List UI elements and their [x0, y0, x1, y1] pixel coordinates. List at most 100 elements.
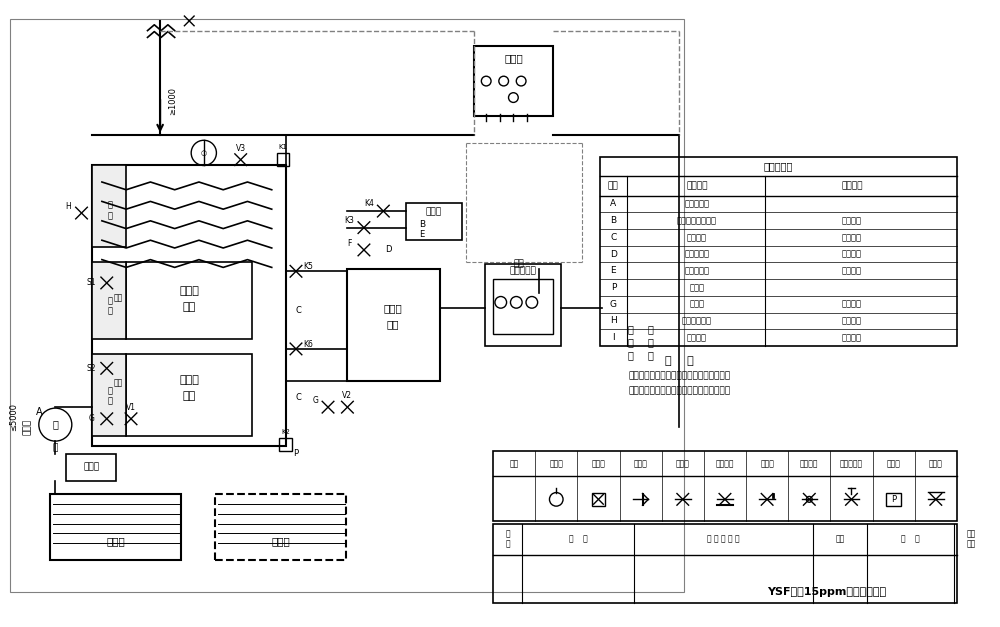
- Text: 滤芯: 滤芯: [183, 302, 196, 312]
- Text: 气动三通阀: 气动三通阀: [840, 459, 863, 468]
- Text: 压力表: 压力表: [549, 459, 563, 468]
- Text: 泵后的截止阀可以作为设备注入清水时用。: 泵后的截止阀可以作为设备注入清水时用。: [628, 386, 730, 395]
- Text: 安全阀: 安全阀: [760, 459, 774, 468]
- Text: 泵样口: 泵样口: [689, 283, 704, 292]
- Text: C: C: [296, 305, 302, 315]
- Bar: [493, 524, 957, 603]
- Text: B: B: [610, 216, 616, 225]
- Text: 排气阀: 排气阀: [929, 459, 943, 468]
- Bar: [592, 493, 605, 506]
- Text: 泵: 泵: [53, 443, 58, 453]
- Text: H: H: [610, 317, 617, 325]
- Text: C: C: [610, 233, 616, 242]
- Bar: [10, 19, 684, 591]
- Text: 滤: 滤: [107, 386, 112, 395]
- Text: K6: K6: [304, 340, 314, 349]
- Text: V3: V3: [236, 144, 246, 152]
- Bar: [92, 164, 126, 247]
- Text: 粗粒化: 粗粒化: [179, 375, 199, 385]
- Text: I: I: [612, 333, 615, 342]
- Text: 名称: 名称: [509, 459, 519, 468]
- Text: ≤5000: ≤5000: [9, 403, 18, 431]
- Text: 清水: 清水: [514, 259, 525, 268]
- Bar: [493, 451, 957, 520]
- Text: A: A: [36, 407, 42, 417]
- Text: E: E: [420, 230, 425, 239]
- Text: 法兰联装: 法兰联装: [842, 233, 862, 242]
- Text: B: B: [419, 220, 425, 229]
- Text: E: E: [611, 266, 616, 275]
- Text: 三通球阀: 三通球阀: [800, 459, 819, 468]
- Text: G: G: [312, 396, 318, 405]
- Text: 安全阀放液口: 安全阀放液口: [682, 317, 712, 325]
- Text: K3: K3: [344, 216, 354, 225]
- Bar: [493, 279, 553, 334]
- Text: 底: 底: [647, 350, 653, 360]
- Text: 处理后合格水排放: 处理后合格水排放: [677, 216, 717, 225]
- Text: 卡套联装: 卡套联装: [842, 333, 862, 342]
- Text: 即能底水口: 即能底水口: [684, 266, 709, 275]
- Text: K4: K4: [364, 199, 374, 208]
- Text: 法兰联装: 法兰联装: [842, 216, 862, 225]
- Text: 单件
重量: 单件 重量: [966, 529, 976, 549]
- Bar: [279, 438, 292, 451]
- Text: 塞: 塞: [107, 397, 112, 406]
- Text: 塞: 塞: [107, 211, 112, 221]
- Text: 螺纹联装: 螺纹联装: [842, 317, 862, 325]
- Text: YSF系列15ppm舱底水分离器: YSF系列15ppm舱底水分离器: [767, 586, 887, 596]
- Text: P: P: [611, 283, 616, 292]
- Bar: [92, 164, 286, 446]
- Text: 截止阀: 截止阀: [676, 459, 690, 468]
- Text: 粗粒化: 粗粒化: [179, 286, 199, 296]
- Bar: [215, 495, 346, 561]
- Text: 序
号: 序 号: [505, 529, 510, 549]
- Text: 污油箱: 污油箱: [271, 536, 290, 546]
- Text: 材    料: 材 料: [901, 535, 920, 544]
- Text: S1: S1: [86, 278, 96, 287]
- Text: K5: K5: [304, 262, 314, 271]
- Text: 舱: 舱: [647, 337, 653, 347]
- Bar: [886, 493, 901, 506]
- Text: G: G: [610, 300, 617, 308]
- Bar: [50, 495, 181, 561]
- Text: 法兰联装: 法兰联装: [842, 300, 862, 308]
- Text: A: A: [610, 199, 616, 208]
- Bar: [92, 261, 126, 339]
- Text: 污油出口: 污油出口: [687, 233, 707, 242]
- Text: 法兰联装: 法兰联装: [842, 266, 862, 275]
- Text: 观察窗: 观察窗: [426, 208, 442, 216]
- Text: 联结型式: 联结型式: [841, 181, 863, 191]
- Bar: [474, 46, 553, 116]
- Text: G: G: [88, 414, 94, 423]
- Bar: [126, 354, 252, 436]
- Text: 设备外连线部分都分由船厂（置方）自备，: 设备外连线部分都分由船厂（置方）自备，: [628, 372, 730, 381]
- Text: 管务名称: 管务名称: [686, 181, 708, 191]
- Bar: [277, 153, 289, 166]
- Text: C: C: [296, 393, 302, 402]
- Text: 滤塞: 滤塞: [114, 293, 123, 302]
- Bar: [406, 203, 462, 240]
- Text: 滤芯: 滤芯: [183, 391, 196, 401]
- Text: 放液口: 放液口: [689, 300, 704, 308]
- Text: 清水入口: 清水入口: [687, 333, 707, 342]
- Text: ○: ○: [201, 150, 207, 156]
- Text: 过滤器: 过滤器: [83, 463, 99, 472]
- Text: 槽过滤: 槽过滤: [384, 303, 402, 313]
- Text: 图    号: 图 号: [569, 535, 587, 544]
- Text: 底: 底: [628, 350, 634, 360]
- Text: S2: S2: [86, 364, 96, 373]
- Text: V2: V2: [342, 391, 352, 400]
- Text: D: D: [385, 245, 391, 255]
- Text: 电磁阀: 电磁阀: [591, 459, 605, 468]
- Text: ≥1000: ≥1000: [168, 87, 177, 115]
- Text: 泵: 泵: [52, 419, 58, 429]
- Text: 即能底水口: 即能底水口: [684, 250, 709, 258]
- Text: D: D: [610, 250, 617, 258]
- Text: 滤: 滤: [107, 296, 112, 305]
- Text: 组件: 组件: [387, 319, 399, 329]
- Text: 回: 回: [628, 325, 634, 335]
- Text: 数量: 数量: [835, 535, 845, 544]
- Text: 油污水: 油污水: [106, 536, 125, 546]
- Text: K1: K1: [278, 144, 287, 150]
- Bar: [126, 261, 252, 339]
